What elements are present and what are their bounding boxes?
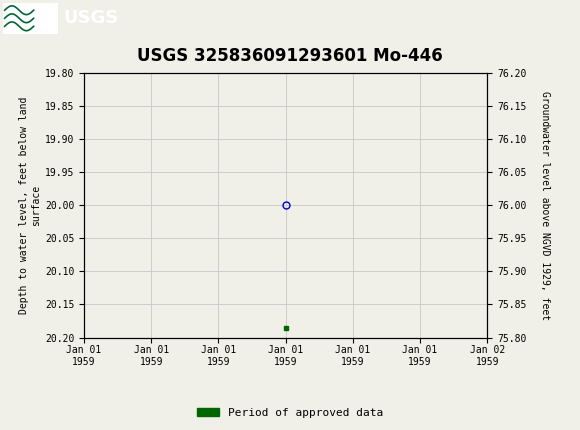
Bar xyxy=(3,3,58,34)
Y-axis label: Depth to water level, feet below land
surface: Depth to water level, feet below land su… xyxy=(19,97,41,314)
Y-axis label: Groundwater level above NGVD 1929, feet: Groundwater level above NGVD 1929, feet xyxy=(540,91,550,320)
Text: USGS: USGS xyxy=(64,9,119,27)
Text: USGS 325836091293601 Mo-446: USGS 325836091293601 Mo-446 xyxy=(137,47,443,65)
Legend: Period of approved data: Period of approved data xyxy=(193,403,387,422)
